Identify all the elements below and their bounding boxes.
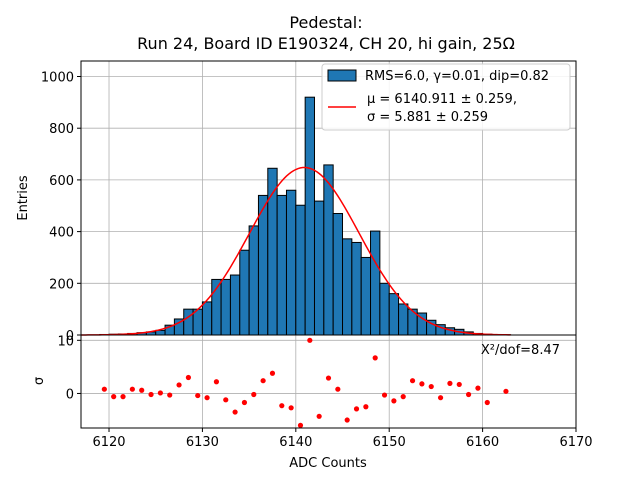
residual-point: [335, 386, 341, 392]
residual-point: [185, 374, 192, 381]
residual-point: [447, 380, 453, 386]
x-tick-label: 6120: [92, 435, 125, 450]
residual-point: [484, 399, 490, 406]
histogram-bar: [342, 238, 353, 336]
residual-point: [353, 406, 360, 412]
residual-point: [288, 405, 294, 411]
histogram-bar: [332, 213, 344, 336]
residual-point: [251, 391, 257, 398]
residual-y-tick-label: 0: [66, 387, 74, 402]
y-tick-label: 800: [49, 122, 74, 137]
histogram-bar: [304, 96, 315, 336]
residual-point: [419, 381, 425, 387]
legend-fit-label-line2: σ = 5.881 ± 0.259: [367, 110, 488, 125]
residual-point: [269, 370, 276, 376]
legend-histogram-label: RMS=6.0, γ=0.01, dip=0.82: [365, 69, 549, 84]
histogram-bar: [201, 301, 213, 336]
residual-point: [129, 386, 135, 392]
residual-point: [111, 394, 117, 400]
gaussian-fit-curve: [80, 166, 511, 336]
y-tick-label: 0: [66, 329, 74, 344]
residual-point: [316, 413, 322, 419]
residual-point: [167, 392, 173, 398]
residual-point: [297, 422, 304, 428]
histogram-bar: [239, 249, 250, 336]
y-tick-label: 1000: [41, 71, 74, 86]
histogram-bar: [313, 200, 325, 336]
residual-point: [400, 394, 406, 400]
histogram-y-axis-label: Entries: [16, 175, 31, 221]
residual-point: [195, 392, 201, 399]
residual-point: [120, 394, 126, 400]
residual-point: [241, 399, 248, 406]
residual-y-tick-label: 10: [57, 334, 74, 349]
residual-point: [475, 385, 481, 391]
residual-point: [381, 392, 388, 398]
histogram-bar: [248, 225, 259, 336]
histogram-bar: [220, 278, 231, 336]
residual-point: [223, 397, 229, 403]
residual-point: [344, 417, 350, 423]
residual-point: [204, 395, 210, 401]
x-tick-label: 6160: [466, 435, 499, 450]
residual-point: [391, 398, 397, 404]
histogram-bar: [360, 256, 372, 336]
histogram-bar: [388, 293, 400, 336]
x-tick-label: 6170: [559, 435, 592, 450]
histogram-bars: [99, 96, 512, 336]
histogram-bar: [398, 303, 409, 336]
residual-point: [213, 379, 220, 385]
residual-point: [325, 375, 332, 381]
legend: RMS=6.0, γ=0.01, dip=0.82 μ = 6140.911 ±…: [321, 63, 571, 131]
residual-points: [101, 337, 509, 428]
residual-point: [260, 378, 266, 384]
residual-frame: [80, 334, 577, 429]
title-line-2: Run 24, Board ID E190324, CH 20, hi gain…: [137, 34, 515, 53]
y-tick-label: 200: [49, 277, 74, 292]
residual-axes: 0 10 6120 6130 6140 6150 6160 6170: [57, 334, 592, 450]
residual-point: [456, 381, 462, 388]
residual-point: [465, 391, 472, 398]
x-axis-label: ADC Counts: [289, 456, 367, 471]
residual-point: [503, 388, 509, 394]
y-tick-label: 600: [49, 174, 74, 189]
residual-point: [157, 390, 163, 396]
residual-point: [363, 404, 369, 410]
histogram-bar: [285, 189, 297, 336]
residual-point: [139, 387, 145, 393]
legend-box: [321, 63, 571, 131]
histogram-bar: [379, 282, 390, 336]
histogram-bar: [229, 274, 241, 336]
histogram-bar: [370, 230, 381, 336]
histogram-bar: [323, 164, 334, 336]
histogram-bar: [351, 241, 362, 336]
chi2-annotation: X²/dof=8.47: [481, 343, 560, 358]
residual-point: [232, 409, 238, 415]
residual-point: [409, 378, 416, 384]
y-tick-label: 400: [49, 226, 74, 241]
legend-fit-label-line1: μ = 6140.911 ± 0.259,: [367, 92, 517, 107]
residual-point: [148, 391, 154, 398]
residual-point: [372, 355, 378, 361]
histogram-bar: [183, 308, 194, 336]
histogram-bar: [257, 194, 269, 336]
residual-point: [279, 403, 285, 409]
residual-point: [428, 383, 434, 390]
x-tick-label: 6150: [373, 435, 406, 450]
residual-point: [176, 382, 182, 388]
residual-y-axis-label: σ: [32, 377, 47, 385]
residual-point: [437, 395, 444, 401]
x-tick-label: 6130: [186, 435, 219, 450]
x-tick-label: 6140: [279, 435, 312, 450]
residual-point: [307, 337, 313, 343]
histogram-bar: [295, 204, 306, 336]
residual-point: [101, 386, 107, 392]
legend-histogram-swatch: [327, 69, 357, 82]
histogram-bar: [276, 194, 287, 336]
title-line-1: Pedestal:: [289, 13, 362, 32]
